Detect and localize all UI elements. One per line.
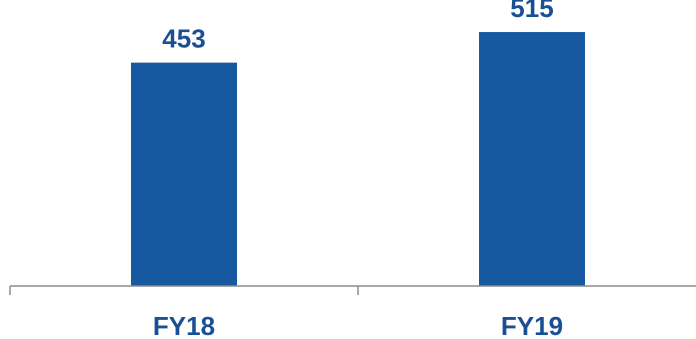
value-labels-group: 453 515 — [162, 0, 553, 54]
x-tick-label-fy19: FY19 — [501, 311, 563, 339]
bar-fy18 — [131, 62, 237, 286]
x-ticks-group — [9, 286, 359, 295]
bars-group — [131, 32, 585, 286]
value-label-fy19: 515 — [510, 0, 553, 23]
x-tick-label-fy18: FY18 — [153, 311, 215, 339]
value-label-fy18: 453 — [162, 24, 205, 54]
x-tick-labels-group: FY18 FY19 — [153, 311, 563, 339]
bar-fy19 — [479, 32, 585, 286]
